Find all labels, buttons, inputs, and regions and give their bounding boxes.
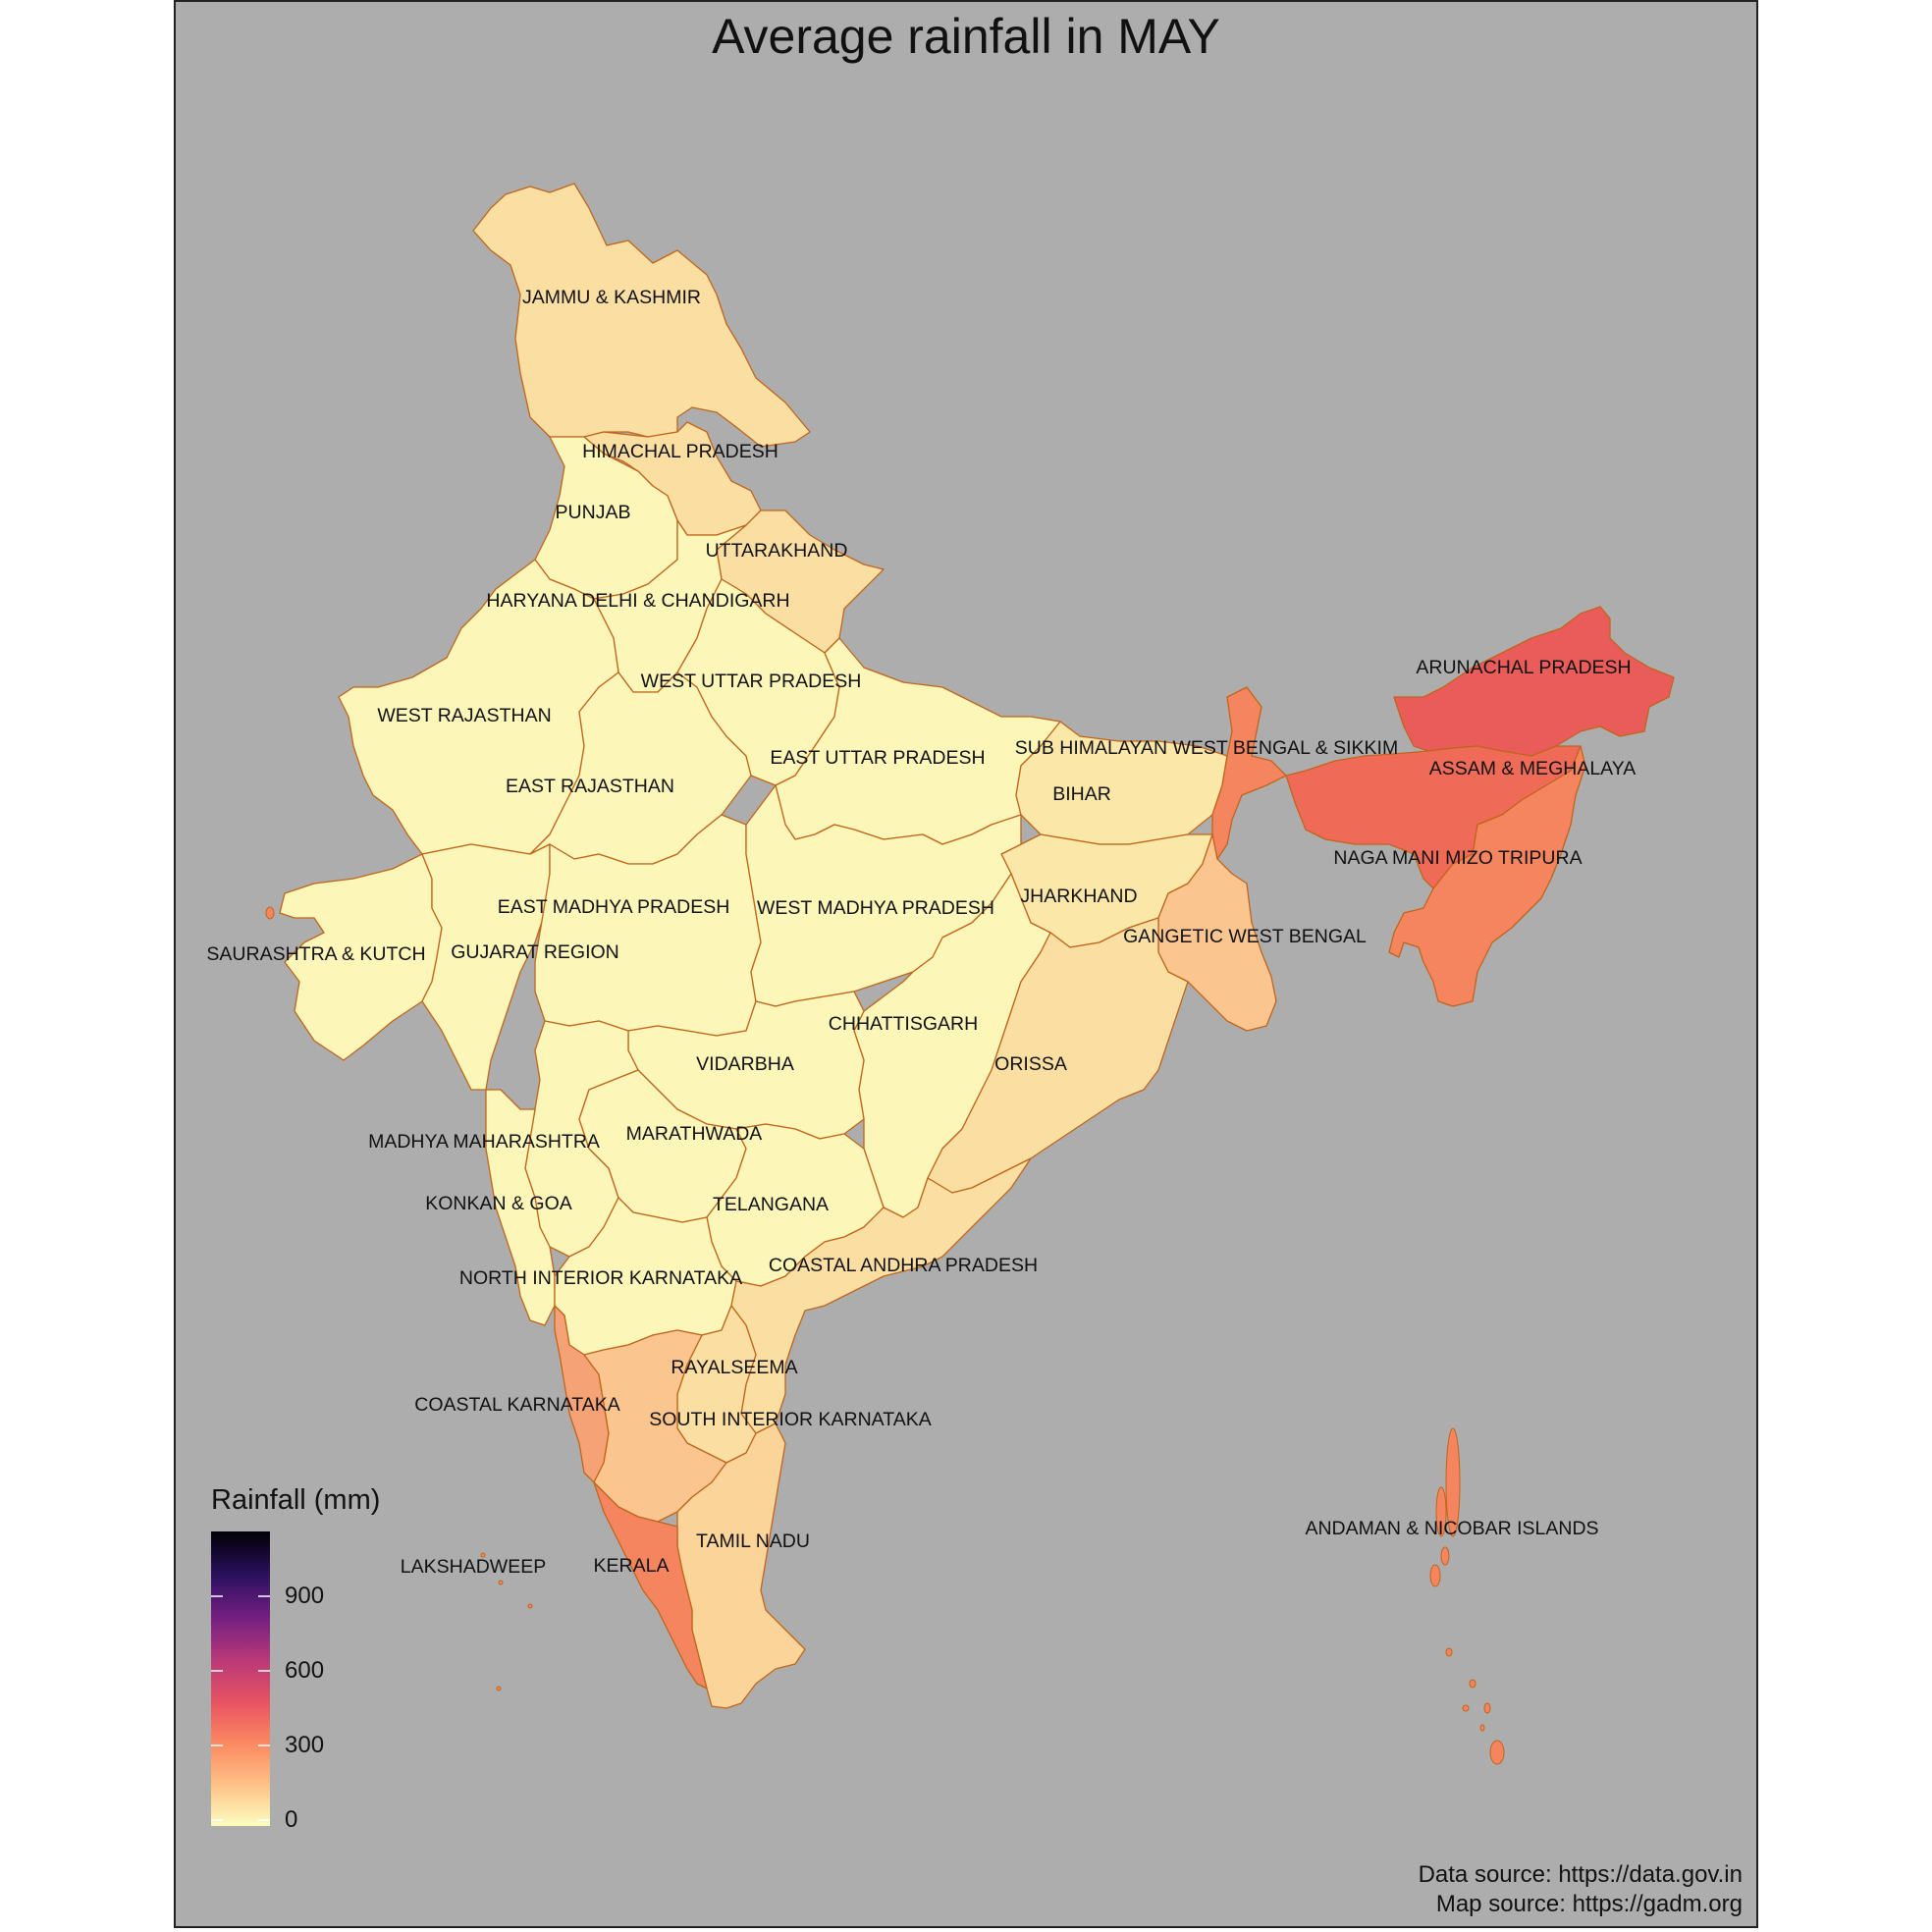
nicobar-island [1469, 1679, 1476, 1689]
lakshadweep-island [265, 906, 275, 920]
region-label: HARYANA DELHI & CHANDIGARH [486, 590, 789, 612]
region-label: TAMIL NADU [696, 1530, 810, 1552]
region-label: LAKSHADWEEP [401, 1556, 546, 1578]
nicobar-island [1483, 1702, 1491, 1714]
lakshadweep-island [498, 1580, 504, 1585]
lakshadweep-island [496, 1686, 502, 1691]
legend-tick-label: 600 [285, 1657, 325, 1684]
region-label: COASTAL KARNATAKA [414, 1394, 620, 1416]
nicobar-island [1445, 1647, 1453, 1657]
region-label: VIDARBHA [696, 1053, 794, 1075]
andaman-island [1429, 1564, 1441, 1587]
region-label: COASTAL ANDHRA PRADESH [769, 1255, 1038, 1276]
region-label: SAURASHTRA & KUTCH [206, 943, 425, 965]
region-label: MADHYA MAHARASHTRA [368, 1131, 600, 1153]
nicobar-island [1489, 1740, 1505, 1765]
region-jammu-kashmir [472, 183, 811, 448]
region-label: WEST MADHYA PRADESH [757, 897, 994, 919]
region-saurashtra-kutch [279, 853, 443, 1061]
lakshadweep-island [480, 1552, 486, 1558]
region-label: SOUTH INTERIOR KARNATAKA [649, 1409, 931, 1430]
region-label: PUNJAB [556, 502, 631, 523]
region-label: HIMACHAL PRADESH [582, 441, 778, 462]
region-orissa [927, 917, 1189, 1194]
region-label: MARATHWADA [626, 1123, 763, 1145]
nicobar-island [1462, 1704, 1470, 1712]
region-labels: JAMMU & KASHMIR HIMACHAL PRADESH PUNJAB … [206, 287, 1636, 1578]
region-label: EAST UTTAR PRADESH [770, 747, 985, 769]
region-label: ORISSA [994, 1053, 1067, 1075]
region-label: UTTARAKHAND [706, 540, 848, 562]
region-label: CHHATTISGARH [829, 1013, 978, 1035]
legend-tick-label: 0 [285, 1806, 298, 1833]
region-label: SUB HIMALAYAN WEST BENGAL & SIKKIM [1015, 737, 1398, 759]
region-label: ARUNACHAL PRADESH [1416, 657, 1631, 678]
region-label: BIHAR [1052, 783, 1111, 805]
region-label: GUJARAT REGION [451, 941, 619, 963]
legend-tick-label: 300 [285, 1732, 325, 1758]
region-label: ANDAMAN & NICOBAR ISLANDS [1305, 1518, 1598, 1539]
region-label: JAMMU & KASHMIR [522, 287, 701, 308]
region-label: GANGETIC WEST BENGAL [1123, 926, 1367, 947]
region-coastal-andhra-pradesh [730, 1157, 1032, 1434]
region-label: WEST RAJASTHAN [377, 705, 551, 726]
andaman-island [1440, 1546, 1450, 1566]
region-label: TELANGANA [713, 1194, 829, 1215]
legend-tick-label: 900 [285, 1583, 325, 1609]
andaman-island [1445, 1427, 1461, 1537]
region-kerala [593, 1481, 708, 1690]
region-label: EAST RAJASTHAN [506, 776, 674, 797]
region-label: WEST UTTAR PRADESH [641, 671, 862, 692]
region-label: EAST MADHYA PRADESH [498, 896, 730, 918]
legend-colorbar [211, 1531, 270, 1826]
map-source-caption: Map source: https://gadm.org [1435, 1891, 1743, 1917]
region-label: JHARKHAND [1020, 886, 1137, 907]
andaman-island [1435, 1486, 1447, 1537]
legend-title: Rainfall (mm) [211, 1484, 381, 1516]
nicobar-island [1479, 1724, 1485, 1732]
region-label: KONKAN & GOA [425, 1193, 572, 1214]
region-label: KERALA [594, 1555, 670, 1577]
region-sub-himalayan-west-bengal [1211, 686, 1287, 860]
region-label: NORTH INTERIOR KARNATAKA [459, 1267, 742, 1289]
region-arunachal-pradesh [1393, 606, 1675, 757]
region-label: ASSAM & MEGHALAYA [1429, 758, 1637, 779]
data-source-caption: Data source: https://data.gov.in [1418, 1861, 1743, 1888]
region-naga-mani-mizo-tripura [1388, 745, 1586, 1007]
region-gujarat [421, 843, 551, 1091]
region-label: RAYALSEEMA [671, 1357, 797, 1378]
lakshadweep-island [527, 1603, 533, 1609]
map-title: Average rainfall in MAY [712, 9, 1220, 64]
legend-ticks [211, 1595, 270, 1821]
region-label: NAGA MANI MIZO TRIPURA [1333, 847, 1582, 869]
